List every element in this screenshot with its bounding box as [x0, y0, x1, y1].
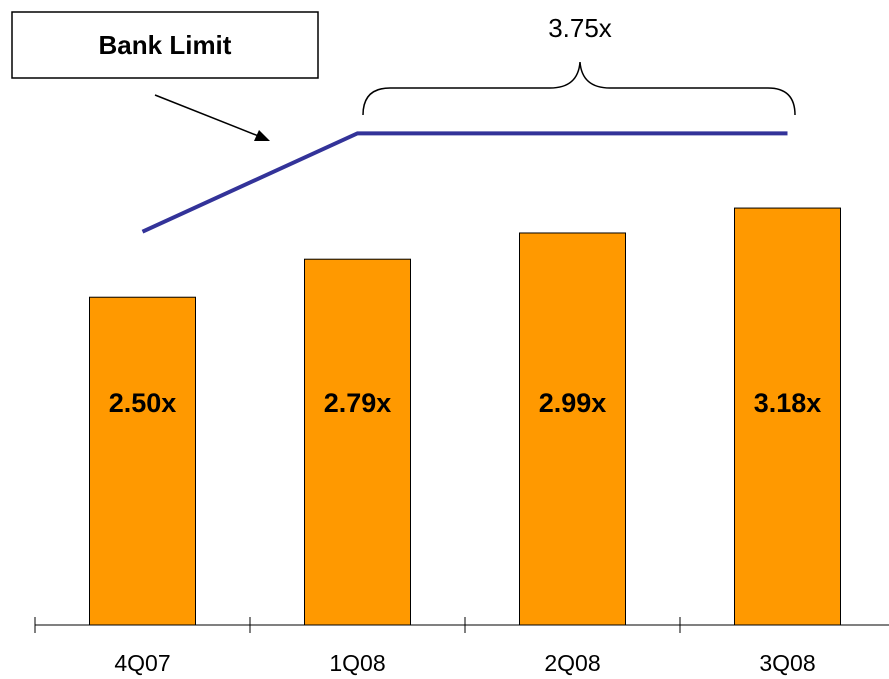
- value-label: 2.99x: [539, 388, 607, 418]
- bar: [519, 232, 626, 626]
- bar: [89, 296, 196, 626]
- legend-arrow: [154, 94, 267, 140]
- line: [141, 131, 788, 234]
- bar: [734, 207, 841, 626]
- arrow-head: [254, 130, 270, 141]
- x-tick-label: 4Q07: [114, 650, 170, 676]
- x-tick-label: 1Q08: [329, 650, 385, 676]
- annotation: 3.75x: [548, 13, 612, 43]
- brace: [362, 61, 796, 116]
- legend-label: Bank Limit: [99, 30, 232, 60]
- legend-box: [11, 11, 319, 79]
- x-tick-label: 3Q08: [759, 650, 815, 676]
- value-label: 2.50x: [109, 388, 177, 418]
- bar: [304, 258, 411, 626]
- x-tick-label: 2Q08: [544, 650, 600, 676]
- value-label: 2.79x: [324, 388, 392, 418]
- value-label: 3.18x: [754, 388, 822, 418]
